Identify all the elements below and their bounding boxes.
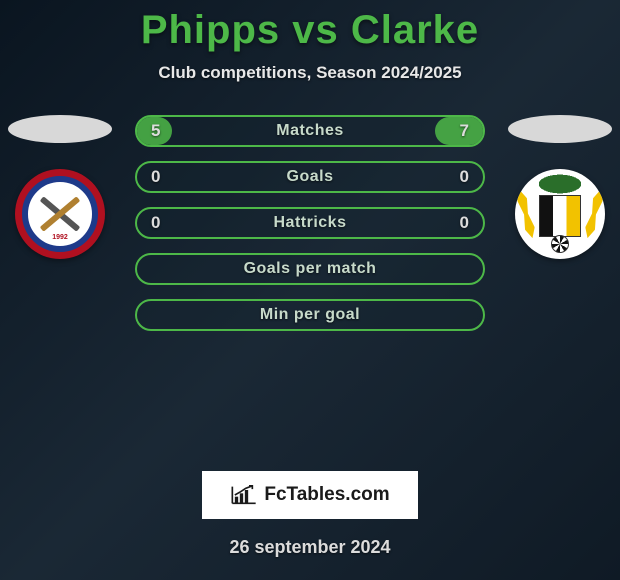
date-label: 26 september 2024 [0, 537, 620, 558]
page-title: Phipps vs Clarke [0, 0, 620, 53]
brand-chart-icon [230, 485, 258, 505]
crest-year: 1992 [35, 234, 85, 241]
subtitle: Club competitions, Season 2024/2025 [0, 63, 620, 83]
player-name-oval-left [8, 115, 112, 143]
stat-label: Min per goal [260, 306, 360, 324]
stat-label: Hattricks [274, 214, 347, 232]
stat-row: 0 Goals 0 [135, 161, 485, 193]
stat-row: 0 Hattricks 0 [135, 207, 485, 239]
stat-bars: 5 Matches 7 0 Goals 0 0 Hattricks 0 Goals per mat… [135, 115, 485, 345]
crest-ball-icon [551, 235, 569, 253]
stat-value-left: 0 [151, 213, 160, 233]
stat-value-right: 0 [460, 167, 469, 187]
stat-row: Goals per match [135, 253, 485, 285]
crest-laurel-icon [583, 189, 605, 240]
comparison-area: 1992 5 Matches 7 0 Goals 0 0 Hattricks 0 Goals pe… [0, 115, 620, 465]
stat-value-right: 0 [460, 213, 469, 233]
crest-tree-icon [535, 173, 585, 195]
player-name-oval-right [508, 115, 612, 143]
brand-badge: FcTables.com [202, 471, 418, 519]
crest-laurel-icon [515, 189, 537, 240]
brand-text: FcTables.com [264, 484, 389, 506]
stat-row: 5 Matches 7 [135, 115, 485, 147]
stat-label: Matches [276, 122, 344, 140]
stat-label: Goals per match [244, 260, 377, 278]
crest-shield-icon [539, 195, 581, 237]
stat-label: Goals [287, 168, 334, 186]
stat-value-right: 7 [460, 121, 469, 141]
stat-value-left: 5 [151, 121, 160, 141]
stat-value-left: 0 [151, 167, 160, 187]
stat-row: Min per goal [135, 299, 485, 331]
club-crest-left: 1992 [15, 169, 105, 259]
club-crest-right [515, 169, 605, 259]
